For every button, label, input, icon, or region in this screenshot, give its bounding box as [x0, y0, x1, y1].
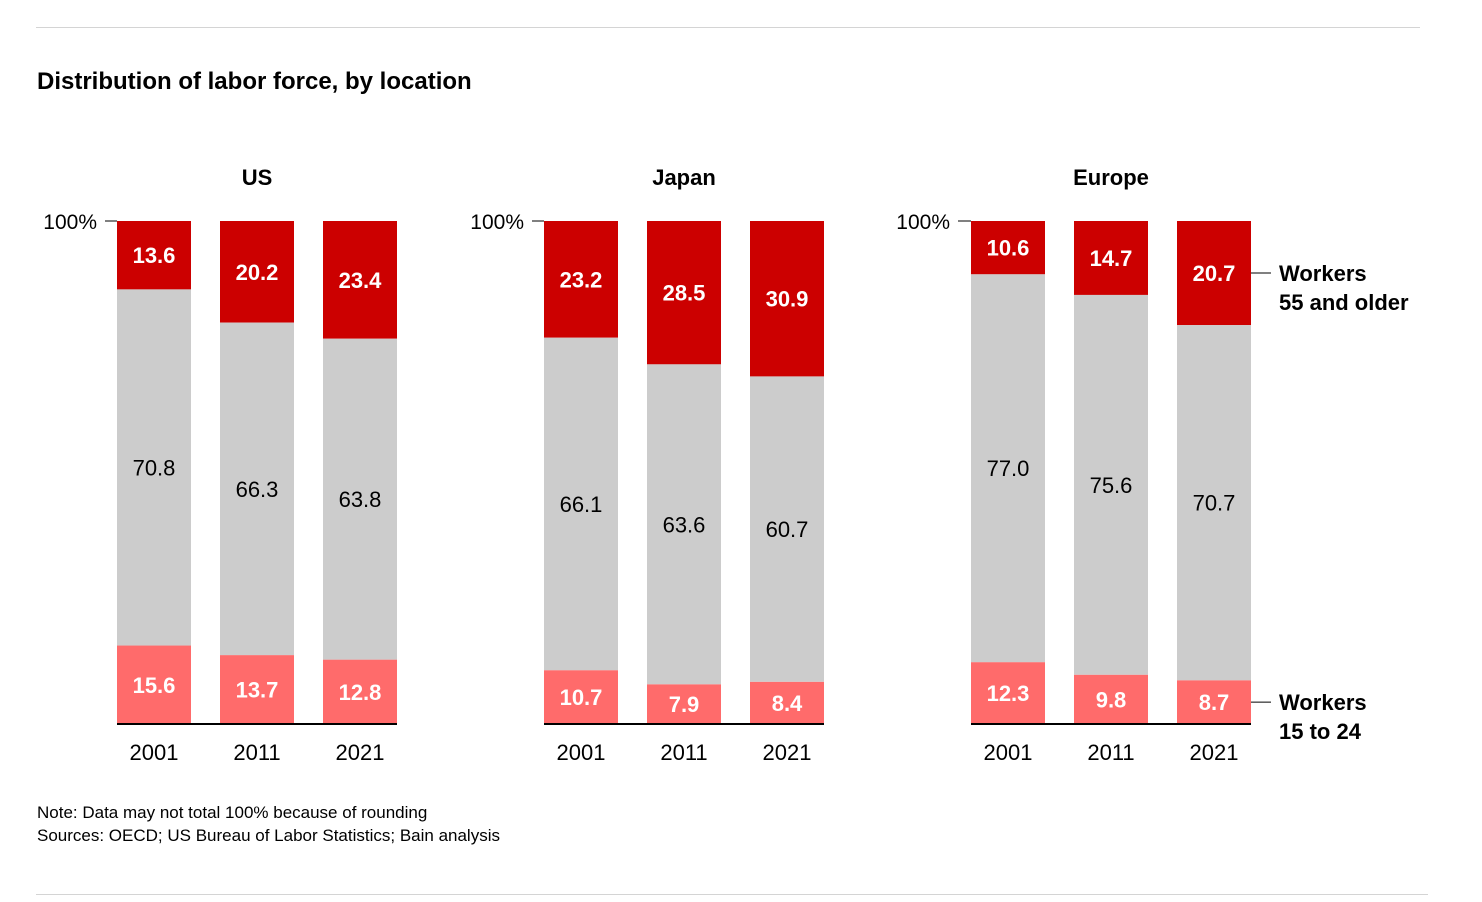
label-older-europe-2021: 20.7: [1193, 261, 1236, 286]
bar-middle-us-2011: [220, 322, 294, 656]
panel-title-us: US: [242, 165, 273, 190]
x-tick-japan-2021: 2021: [763, 740, 812, 765]
bar-middle-europe-2001: [971, 274, 1045, 663]
label-middle-us-2011: 66.3: [236, 477, 279, 502]
bar-younger-japan-2011: [647, 684, 721, 724]
top-divider: [36, 27, 1420, 28]
rounding-note: Note: Data may not total 100% because of…: [37, 803, 428, 822]
y-axis-label-europe: 100%: [896, 211, 950, 234]
bar-older-europe-2011: [1074, 221, 1148, 295]
bar-younger-us-2001: [117, 645, 191, 724]
bar-older-us-2011: [220, 221, 294, 323]
legend-older-line1: Workers: [1279, 261, 1367, 286]
bar-older-europe-2021: [1177, 221, 1251, 326]
x-tick-japan-2001: 2001: [557, 740, 606, 765]
bar-older-japan-2001: [544, 221, 618, 338]
label-older-us-2001: 13.6: [133, 243, 176, 268]
bar-older-europe-2001: [971, 221, 1045, 275]
x-tick-japan-2011: 2011: [660, 740, 707, 765]
bar-middle-japan-2001: [544, 337, 618, 671]
label-middle-japan-2001: 66.1: [560, 492, 603, 517]
label-younger-europe-2021: 8.7: [1199, 690, 1230, 715]
bottom-divider: [36, 894, 1428, 895]
bar-older-us-2021: [323, 221, 397, 339]
legend-younger-line1: Workers: [1279, 690, 1367, 715]
bar-middle-japan-2011: [647, 364, 721, 685]
label-older-europe-2011: 14.7: [1090, 246, 1133, 271]
stacked-bar-chart: US 100% 13.6 70.8 15.6 2001 20.2 66.3 13.7 2011 23…: [43, 165, 1409, 765]
label-older-europe-2001: 10.6: [987, 236, 1030, 261]
x-tick-europe-2021: 2021: [1190, 740, 1239, 765]
bar-younger-europe-2021: [1177, 680, 1251, 724]
x-tick-us-2001: 2001: [130, 740, 179, 765]
label-middle-europe-2021: 70.7: [1193, 491, 1236, 516]
bar-older-japan-2011: [647, 221, 721, 365]
bar-younger-europe-2001: [971, 662, 1045, 724]
label-older-us-2021: 23.4: [339, 268, 383, 293]
bar-older-us-2001: [117, 221, 191, 290]
label-younger-europe-2001: 12.3: [987, 681, 1030, 706]
label-younger-japan-2011: 7.9: [669, 692, 700, 717]
label-middle-us-2001: 70.8: [133, 455, 176, 480]
legend-younger-line2: 15 to 24: [1279, 719, 1362, 744]
sources-note: Sources: OECD; US Bureau of Labor Statis…: [37, 826, 500, 845]
chart-notes: Note: Data may not total 100% because of…: [37, 801, 500, 847]
panel-title-europe: Europe: [1073, 165, 1149, 190]
label-middle-japan-2011: 63.6: [663, 512, 706, 537]
chart-title: Distribution of labor force, by location: [37, 68, 472, 95]
label-middle-europe-2001: 77.0: [987, 456, 1030, 481]
x-tick-us-2011: 2011: [233, 740, 280, 765]
x-tick-europe-2011: 2011: [1087, 740, 1134, 765]
label-younger-japan-2001: 10.7: [560, 685, 603, 710]
label-older-japan-2001: 23.2: [560, 267, 603, 292]
bar-younger-us-2011: [220, 655, 294, 724]
y-axis-label-us: 100%: [43, 211, 97, 234]
label-younger-europe-2011: 9.8: [1096, 687, 1127, 712]
bar-middle-japan-2021: [750, 376, 824, 682]
bar-younger-japan-2021: [750, 681, 824, 724]
label-younger-japan-2021: 8.4: [772, 691, 803, 716]
bar-middle-us-2001: [117, 289, 191, 646]
bar-younger-europe-2011: [1074, 674, 1148, 724]
label-younger-us-2001: 15.6: [133, 673, 176, 698]
bar-middle-europe-2011: [1074, 294, 1148, 675]
label-middle-us-2021: 63.8: [339, 487, 382, 512]
bar-middle-europe-2021: [1177, 325, 1251, 681]
label-older-japan-2021: 30.9: [766, 287, 809, 312]
y-axis-label-japan: 100%: [470, 211, 524, 234]
legend-older-line2: 55 and older: [1279, 290, 1409, 315]
label-older-japan-2011: 28.5: [663, 281, 706, 306]
label-younger-us-2011: 13.7: [236, 678, 279, 703]
label-middle-japan-2021: 60.7: [766, 517, 809, 542]
panel-title-japan: Japan: [652, 165, 716, 190]
bar-older-japan-2021: [750, 221, 824, 377]
bar-younger-japan-2001: [544, 670, 618, 724]
x-tick-europe-2001: 2001: [984, 740, 1033, 765]
label-younger-us-2021: 12.8: [339, 680, 382, 705]
bar-younger-us-2021: [323, 659, 397, 724]
bar-middle-us-2021: [323, 338, 397, 660]
x-tick-us-2021: 2021: [336, 740, 385, 765]
label-older-us-2011: 20.2: [236, 260, 279, 285]
label-middle-europe-2011: 75.6: [1090, 473, 1133, 498]
